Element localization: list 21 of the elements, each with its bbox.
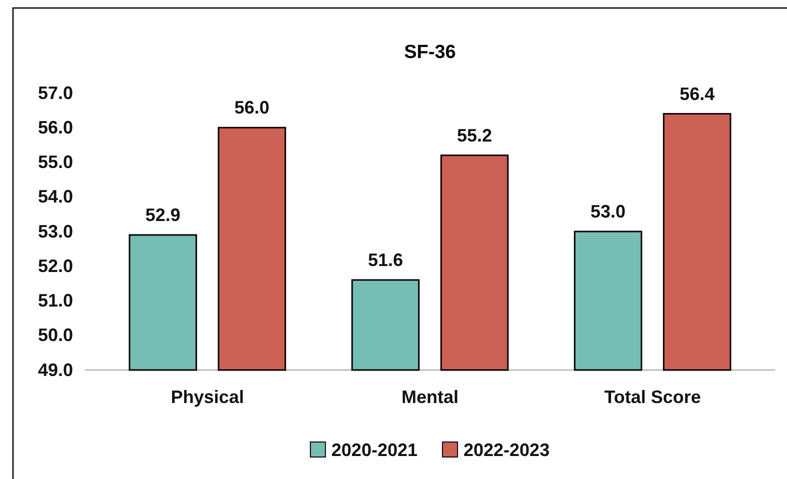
data-label: 53.0 xyxy=(590,202,626,222)
data-label: 52.9 xyxy=(145,204,180,225)
chart-title: SF-36 xyxy=(404,42,456,63)
y-tick-label: 51.0 xyxy=(38,290,73,311)
y-tick-label: 54.0 xyxy=(38,186,73,207)
legend-label: 2020-2021 xyxy=(331,440,418,460)
data-label: 55.2 xyxy=(456,125,492,146)
data-label: 56.0 xyxy=(234,98,270,118)
y-tick-label: 52.0 xyxy=(38,256,73,276)
y-tick-label: 49.0 xyxy=(38,360,73,380)
data-label: 51.6 xyxy=(368,250,404,270)
y-tick-label: 55.0 xyxy=(38,152,73,172)
legend-label: 2022-2023 xyxy=(464,440,550,460)
y-tick-label: 57.0 xyxy=(38,82,73,103)
x-tick-label: Physical xyxy=(170,386,244,407)
x-tick-label: Mental xyxy=(401,386,459,407)
y-tick-label: 50.0 xyxy=(38,325,73,346)
y-tick-label: 53.0 xyxy=(38,221,73,242)
x-tick-label: Total Score xyxy=(604,386,701,407)
data-label: 56.4 xyxy=(680,84,715,104)
y-tick-label: 56.0 xyxy=(38,117,73,138)
